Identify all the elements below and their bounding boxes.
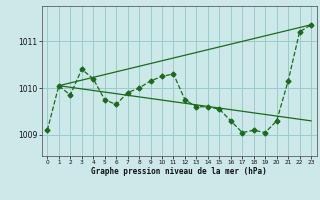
X-axis label: Graphe pression niveau de la mer (hPa): Graphe pression niveau de la mer (hPa) — [91, 167, 267, 176]
